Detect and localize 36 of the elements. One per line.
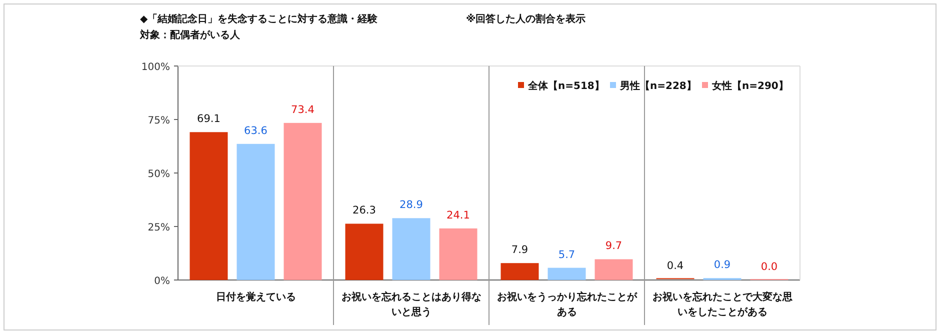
x-tick-label: お祝いを忘れたことで大変な思いをしたことがある <box>652 291 792 318</box>
data-label: 7.9 <box>511 244 528 256</box>
data-label: 5.7 <box>558 248 576 261</box>
data-label: 24.1 <box>446 209 470 222</box>
y-tick-label: 0% <box>154 276 170 287</box>
data-label: 69.1 <box>197 113 220 126</box>
bar <box>284 122 322 280</box>
legend-label: 男性【n=228】 <box>619 80 696 92</box>
data-label: 63.6 <box>244 124 268 137</box>
bar <box>345 224 384 280</box>
bar <box>190 132 228 280</box>
bar <box>439 228 478 280</box>
chart-title: ◆「結婚記念日」を失念することに対する意識・経験 <box>140 13 379 25</box>
data-label: 9.7 <box>605 240 622 252</box>
bar <box>236 144 275 280</box>
data-label: 28.9 <box>400 199 423 212</box>
bar <box>500 263 539 280</box>
y-tick-label: 50% <box>148 169 170 180</box>
legend-label: 全体【n=518】 <box>527 80 604 92</box>
data-label: 73.4 <box>291 104 315 116</box>
data-label: 0.0 <box>760 261 778 273</box>
text: ※回答した人の割合を表示 <box>466 13 586 25</box>
data-label: 26.3 <box>352 204 376 217</box>
y-tick-label: 100% <box>141 62 170 73</box>
data-label: 0.9 <box>714 259 731 272</box>
data-label: 0.4 <box>666 260 684 272</box>
y-tick-label: 75% <box>148 116 170 126</box>
bar <box>392 218 430 280</box>
bar <box>594 259 633 280</box>
x-tick-label: お祝いをうっかり忘れたことがある <box>496 291 638 318</box>
x-tick-label: お祝いを忘れることはあり得ないと思う <box>341 291 482 318</box>
chart-subtitle: 対象：配偶者がいる人 <box>139 29 241 41</box>
legend-label: 女性【n=290】 <box>711 80 788 92</box>
y-tick-label: 25% <box>148 222 170 234</box>
bar <box>548 268 586 280</box>
x-tick-label: 日付を覚えている <box>216 291 296 303</box>
